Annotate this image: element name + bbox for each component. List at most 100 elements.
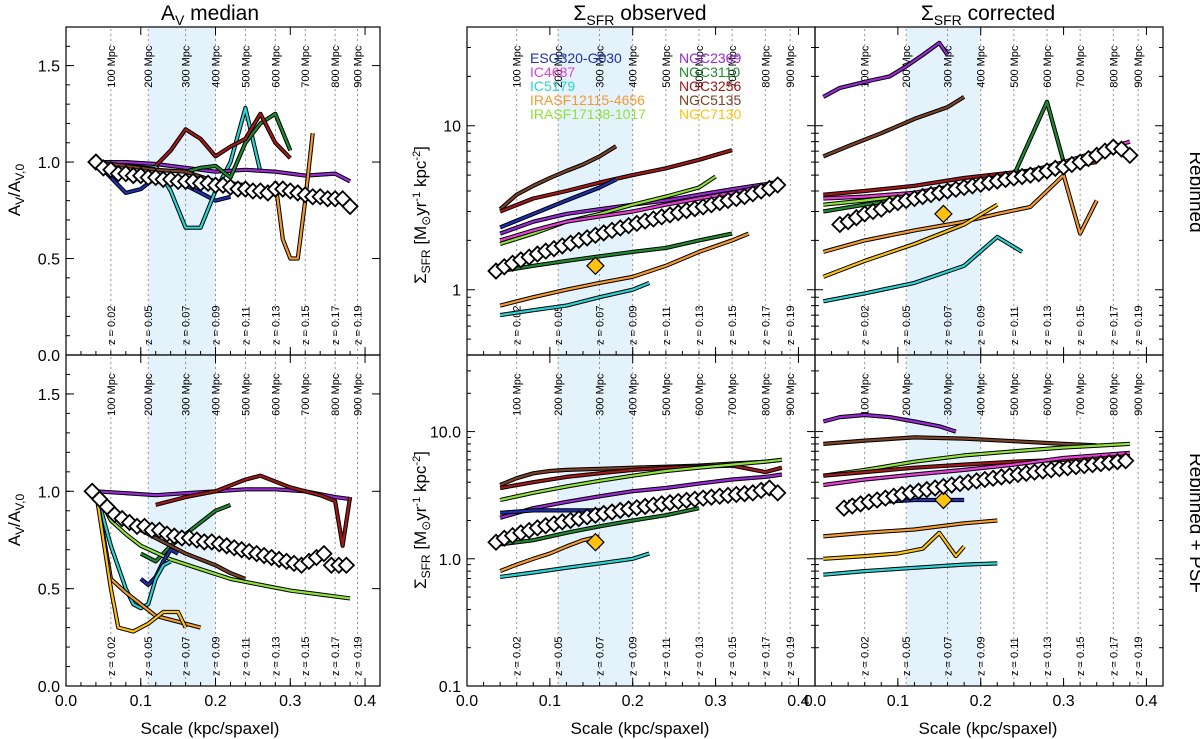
mpc-label: 500 Mpc: [1009, 373, 1021, 416]
z-label: z = 0.17: [1108, 637, 1120, 676]
col-title-sfr-observed: ΣSFR observed: [573, 2, 706, 28]
z-label: z = 0.15: [300, 637, 312, 676]
mpc-label: 900 Mpc: [785, 45, 797, 88]
y-tick-label: 0.0: [38, 679, 60, 696]
z-label: z = 0.09: [976, 637, 988, 676]
y-tick-label: 1.5: [38, 387, 60, 404]
z-label: z = 0.13: [270, 637, 282, 676]
ngc7130-diamond: [934, 490, 953, 510]
mpc-label: 300 Mpc: [181, 373, 193, 416]
z-label: z = 0.11: [1009, 637, 1021, 676]
z-label: z = 0.11: [661, 637, 673, 676]
z-label: z = 0.07: [181, 637, 193, 676]
mpc-label: 100 Mpc: [106, 373, 118, 416]
z-label: z = 0.15: [727, 637, 739, 676]
series-group: [487, 144, 787, 318]
col-title-sfr-corrected: ΣSFR corrected: [921, 2, 1055, 28]
mpc-label: 900 Mpc: [1133, 373, 1145, 416]
mpc-label: 900 Mpc: [1133, 45, 1145, 88]
series-line-irasf17138-1017: [499, 175, 717, 246]
z-label: z = 0.19: [785, 637, 797, 676]
col-title-av: AV median: [161, 2, 259, 28]
series-group: [822, 412, 1135, 577]
z-label: z = 0.17: [330, 637, 342, 676]
mpc-label: 300 Mpc: [943, 373, 955, 416]
z-label: z = 0.02: [860, 306, 872, 345]
z-label: z = 0.17: [330, 306, 342, 345]
z-label: z = 0.15: [1075, 306, 1087, 345]
z-label: z = 0.15: [727, 306, 739, 345]
z-label: z = 0.05: [901, 306, 913, 345]
series-line-ngc3110: [499, 232, 733, 273]
mpc-label: 700 Mpc: [300, 373, 312, 416]
x-tick-label: 0.3: [1052, 693, 1074, 710]
mpc-label: 100 Mpc: [860, 45, 872, 88]
mpc-label: 600 Mpc: [1042, 45, 1054, 88]
series-line-ngc3256: [499, 464, 783, 490]
y-tick-label: 10.0: [430, 425, 461, 442]
series-line-irasf17138-1017: [94, 490, 351, 600]
series-line-ngc7130: [822, 203, 998, 278]
ngc7130-diamond: [586, 532, 605, 552]
panel-sfr_obs_rebinned: 100 Mpc z = 0.02 200 Mpc z = 0.05 300 Mpc z =…: [443, 26, 816, 356]
series-line-ngc7130: [94, 491, 187, 633]
x-tick-label: 0.3: [704, 693, 726, 710]
x-tick-label: 0.3: [279, 693, 301, 710]
xlabel-left: Scale (kpc/spaxel): [141, 719, 280, 738]
series-line-ngc3256: [499, 149, 733, 213]
y-tick-label: 1: [452, 283, 461, 300]
legend-item: IRASF12115-4656: [530, 92, 645, 108]
mpc-label: 600 Mpc: [270, 45, 282, 88]
median-diamond: [768, 176, 787, 194]
mpc-label: 500 Mpc: [661, 45, 673, 88]
highlight-band: [906, 355, 981, 686]
highlight-band: [148, 27, 216, 355]
x-tick-label: 0.0: [55, 693, 77, 710]
mpc-label: 200 Mpc: [553, 373, 565, 416]
z-label: z = 0.07: [595, 306, 607, 345]
series-group: [487, 457, 787, 579]
z-label: z = 0.11: [240, 306, 252, 345]
mpc-label: 200 Mpc: [901, 373, 913, 416]
series-line-ngc3110: [499, 507, 700, 546]
series-line-ngc3256: [154, 112, 292, 167]
median-diamond: [768, 484, 787, 502]
y-tick-label: 1.0: [439, 552, 461, 569]
median-diamond: [341, 197, 359, 216]
legend: ESO320-G030 IC4687 IC5179 IRASF12115-465…: [530, 50, 741, 122]
mpc-label: 800 Mpc: [1108, 373, 1120, 416]
legend-item: ESO320-G030: [530, 50, 622, 66]
z-label: z = 0.02: [512, 637, 524, 676]
series-line-eso320-g030: [499, 178, 617, 229]
z-label: z = 0.19: [353, 637, 365, 676]
mpc-label: 700 Mpc: [1075, 373, 1087, 416]
series-group: [87, 105, 359, 261]
ylabel-sfr-top: ΣSFR [M⊙yr-1 kpc-2]: [411, 146, 433, 284]
legend-item: NGC2369: [679, 50, 741, 66]
z-label: z = 0.05: [553, 306, 565, 345]
z-label: z = 0.07: [181, 306, 193, 345]
mpc-label: 100 Mpc: [512, 373, 524, 416]
z-label: z = 0.19: [1133, 306, 1145, 345]
panels: 100 Mpc z = 0.02 200 Mpc z = 0.05 300 Mpc z =…: [38, 26, 1164, 710]
mpc-label: 800 Mpc: [330, 373, 342, 416]
ylabel-av-bottom: AV/AV,0: [5, 494, 27, 547]
mpc-label: 900 Mpc: [353, 45, 365, 88]
z-label: z = 0.05: [901, 637, 913, 676]
legend-item: NGC3256: [679, 78, 741, 94]
mpc-label: 700 Mpc: [727, 45, 739, 88]
legend-item: IC5179: [530, 78, 575, 94]
series-group: [83, 473, 356, 634]
series-line-ic5179: [499, 552, 650, 578]
z-label: z = 0.13: [270, 306, 282, 345]
z-label: z = 0.17: [1108, 306, 1120, 345]
panel-sfr_corr_psf: 100 Mpc z = 0.02 200 Mpc z = 0.05 300 Mpc z =…: [804, 354, 1164, 710]
legend-item: NGC5135: [679, 92, 741, 108]
y-tick-label: 1.5: [38, 59, 60, 76]
z-label: z = 0.09: [211, 637, 223, 676]
z-label: z = 0.02: [106, 637, 118, 676]
mpc-label: 500 Mpc: [240, 373, 252, 416]
z-label: z = 0.09: [211, 306, 223, 345]
series-line-irasf12115-4656: [499, 535, 600, 573]
